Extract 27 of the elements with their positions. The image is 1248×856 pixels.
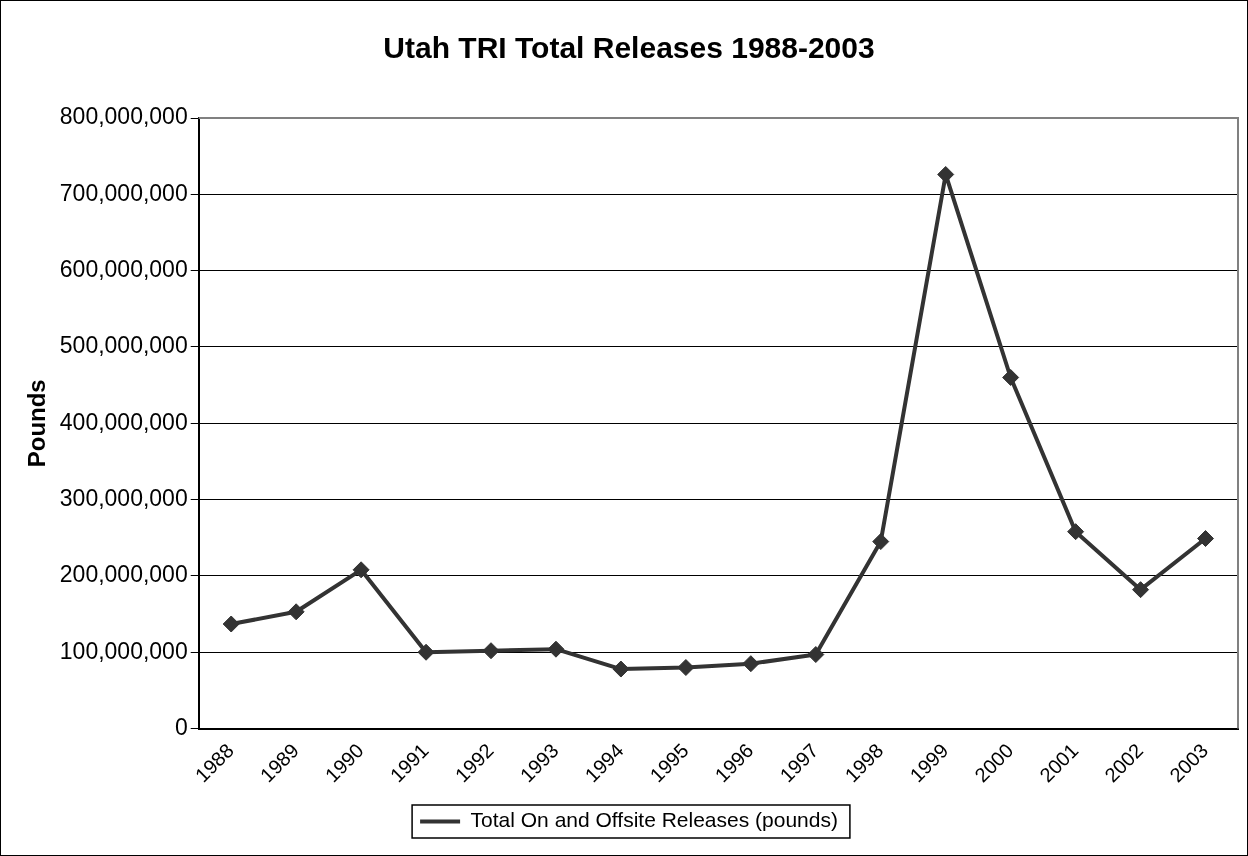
point [352,561,370,579]
y-tick-label: 200,000,000 [59,561,188,588]
point [742,655,760,673]
point [807,646,825,664]
y-tick-label: 500,000,000 [59,332,188,359]
chart-title: Utah TRI Total Releases 1988-2003 [383,31,875,65]
point [417,643,435,661]
point [287,603,305,621]
point [222,615,240,633]
y-tick-label: 800,000,000 [59,103,188,130]
y-tick-label: 700,000,000 [59,179,188,206]
point [547,640,565,658]
y-axis-title: Pounds [23,379,51,468]
y-tick-label: 100,000,000 [59,637,188,664]
point [1002,368,1020,386]
point [1132,581,1150,599]
point [482,642,500,660]
y-tick-label: 600,000,000 [59,255,188,282]
point [1197,530,1215,548]
y-tick-label: 300,000,000 [59,484,188,511]
point [872,533,890,551]
y-tick-label: 400,000,000 [59,408,188,435]
point [1067,523,1085,541]
point [612,660,630,678]
legend-label: Total On and Offsite Releases (pounds) [470,808,838,832]
y-tick-label: 0 [174,713,188,740]
point [677,659,695,677]
